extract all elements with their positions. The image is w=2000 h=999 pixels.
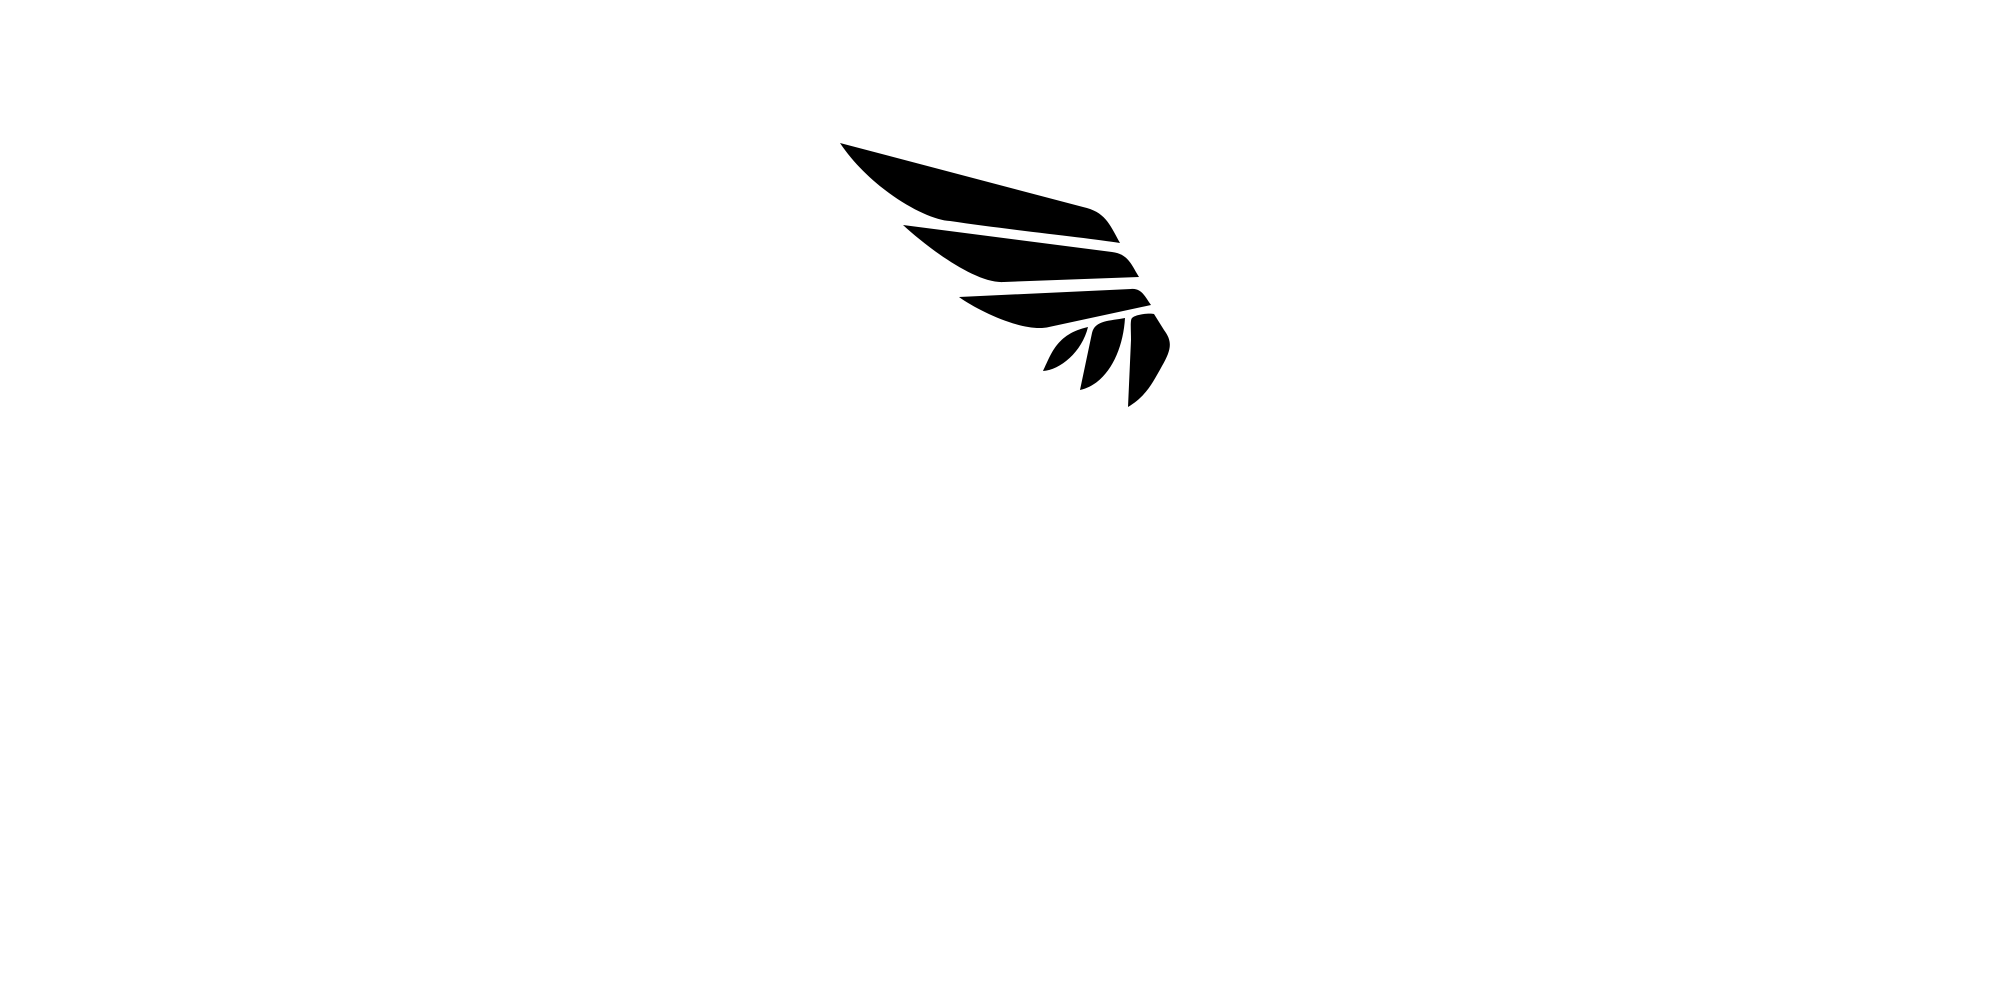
feather-1 <box>840 143 1120 243</box>
feather-3 <box>959 288 1151 329</box>
feather-5 <box>1080 318 1125 390</box>
feather-6 <box>1128 313 1170 407</box>
feather-2 <box>903 225 1139 283</box>
feather-4 <box>1043 327 1088 371</box>
